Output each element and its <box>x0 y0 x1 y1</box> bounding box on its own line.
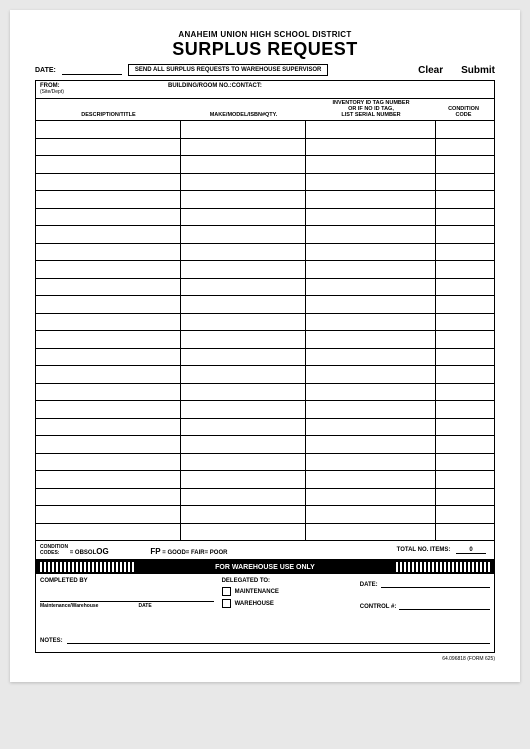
from-sublabel: (Site/Dept) <box>40 89 68 95</box>
wh-date-label: DATE: <box>360 582 378 588</box>
table-row[interactable] <box>36 506 494 524</box>
table-row[interactable] <box>36 174 494 192</box>
warehouse-banner-text: FOR WAREHOUSE USE ONLY <box>209 564 321 571</box>
col-condition: CONDITIONCODE <box>436 106 491 118</box>
notes-label: NOTES: <box>40 638 63 644</box>
table-row[interactable] <box>36 384 494 402</box>
date-input-line[interactable] <box>62 65 122 75</box>
total-value[interactable]: 0 <box>456 547 486 554</box>
good-fair-poor: = GOOD= FAIR= POOR <box>162 550 227 556</box>
maintenance-checkbox[interactable] <box>222 587 231 596</box>
table-header: DESCRIPTION/TITLE MAKE/MODEL/ISBN#QTY. I… <box>36 99 494 121</box>
maintenance-label: MAINTENANCE <box>235 589 279 595</box>
control-line[interactable] <box>399 600 490 610</box>
org-name: ANAHEIM UNION HIGH SCHOOL DISTRICT <box>35 30 495 39</box>
condition-codes-label2: CODES: <box>40 550 59 556</box>
table-row[interactable] <box>36 314 494 332</box>
table-row[interactable] <box>36 366 494 384</box>
clear-button[interactable]: Clear <box>418 65 443 76</box>
date-sublabel: DATE <box>138 603 151 609</box>
table-row[interactable] <box>36 524 494 542</box>
table-row[interactable] <box>36 226 494 244</box>
submit-button[interactable]: Submit <box>461 65 495 76</box>
date-label: DATE: <box>35 67 56 74</box>
table-row[interactable] <box>36 436 494 454</box>
delegated-label: DELEGATED TO: <box>222 578 352 584</box>
table-row[interactable] <box>36 209 494 227</box>
col-description: DESCRIPTION/TITLE <box>36 112 181 118</box>
completed-by-line[interactable] <box>40 586 214 602</box>
total-label: TOTAL NO. ITEMS: <box>397 547 451 553</box>
table-row[interactable] <box>36 296 494 314</box>
maint-warehouse-sublabel: Maintenance/Warehouse <box>40 603 98 609</box>
form-title: SURPLUS REQUEST <box>35 39 495 60</box>
table-row[interactable] <box>36 419 494 437</box>
control-label: CONTROL #: <box>360 604 397 610</box>
obsol-text: = OBSOL <box>70 550 97 556</box>
table-row[interactable] <box>36 454 494 472</box>
table-row[interactable] <box>36 279 494 297</box>
warehouse-banner: FOR WAREHOUSE USE ONLY <box>36 560 494 574</box>
table-row[interactable] <box>36 401 494 419</box>
table-row[interactable] <box>36 471 494 489</box>
warehouse-checkbox[interactable] <box>222 599 231 608</box>
instruction-box: SEND ALL SURPLUS REQUESTS TO WAREHOUSE S… <box>128 64 328 76</box>
col-inventory: INVENTORY ID TAG NUMBEROR IF NO ID TAG,L… <box>306 100 436 118</box>
notes-line[interactable] <box>67 636 490 644</box>
table-row[interactable] <box>36 121 494 139</box>
table-row[interactable] <box>36 261 494 279</box>
wh-date-line[interactable] <box>381 578 490 588</box>
table-row[interactable] <box>36 156 494 174</box>
table-row[interactable] <box>36 349 494 367</box>
table-row[interactable] <box>36 489 494 507</box>
table-row[interactable] <box>36 331 494 349</box>
table-row[interactable] <box>36 139 494 157</box>
col-make: MAKE/MODEL/ISBN#QTY. <box>181 112 306 118</box>
building-label: BUILDING/ROOM NO.:CONTACT: <box>168 83 262 96</box>
completed-by-label: COMPLETED BY <box>40 578 214 584</box>
fp-tag: FP <box>150 547 160 556</box>
warehouse-label: WAREHOUSE <box>235 601 274 607</box>
form-code: 64.096818 (FORM 625) <box>35 656 495 662</box>
table-row[interactable] <box>36 244 494 262</box>
table-row[interactable] <box>36 191 494 209</box>
og-tag: OG <box>96 547 108 556</box>
